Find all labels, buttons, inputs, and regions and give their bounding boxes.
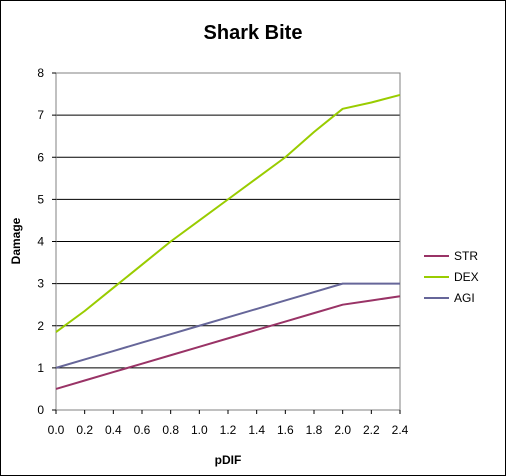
y-axis-title: Damage	[9, 217, 23, 264]
legend-label-dex: DEX	[454, 270, 479, 284]
x-tick-label: 1.0	[191, 423, 208, 437]
y-tick-label: 4	[37, 235, 44, 249]
series-line-str	[55, 295, 401, 390]
x-tick-label: 1.4	[248, 423, 265, 437]
series-line-dex	[55, 93, 401, 333]
x-tick-label: 0.2	[76, 423, 93, 437]
chart-title: Shark Bite	[204, 22, 303, 44]
x-tick-label: 1.2	[220, 423, 237, 437]
legend-label-str: STR	[454, 249, 478, 263]
y-tick-label: 0	[37, 403, 44, 417]
x-tick-label: 0.6	[134, 423, 151, 437]
legend-label-agi: AGI	[454, 291, 475, 305]
y-tick-label: 5	[37, 192, 44, 206]
x-tick-label: 2.2	[363, 423, 380, 437]
y-tick-label: 7	[37, 108, 44, 122]
y-tick-label: 1	[37, 361, 44, 375]
x-tick-label: 2.0	[334, 423, 351, 437]
y-tick-label: 2	[37, 319, 44, 333]
y-tick-label: 8	[37, 66, 44, 80]
x-axis-title: pDIF	[215, 453, 242, 467]
series-lines	[55, 93, 401, 390]
gridlines	[56, 114, 400, 369]
y-tick-label: 6	[37, 150, 44, 164]
x-tick-label: 1.8	[306, 423, 323, 437]
series-line-agi	[55, 282, 400, 369]
x-tick-label: 0.8	[162, 423, 179, 437]
x-tick-label: 0.0	[48, 423, 65, 437]
x-tick-label: 1.6	[277, 423, 294, 437]
x-tick-label: 2.4	[392, 423, 409, 437]
y-axis-ticks: 0 1 2 3 4 5 6 7 8	[37, 66, 56, 417]
x-tick-label: 0.4	[105, 423, 122, 437]
legend: STR DEX AGI	[424, 249, 479, 305]
y-tick-label: 3	[37, 277, 44, 291]
x-axis-ticks: 0.0 0.2 0.4 0.6 0.8 1.0 1.2 1.4 1.6 1.8 2.0 2.2 2.4	[48, 410, 409, 437]
